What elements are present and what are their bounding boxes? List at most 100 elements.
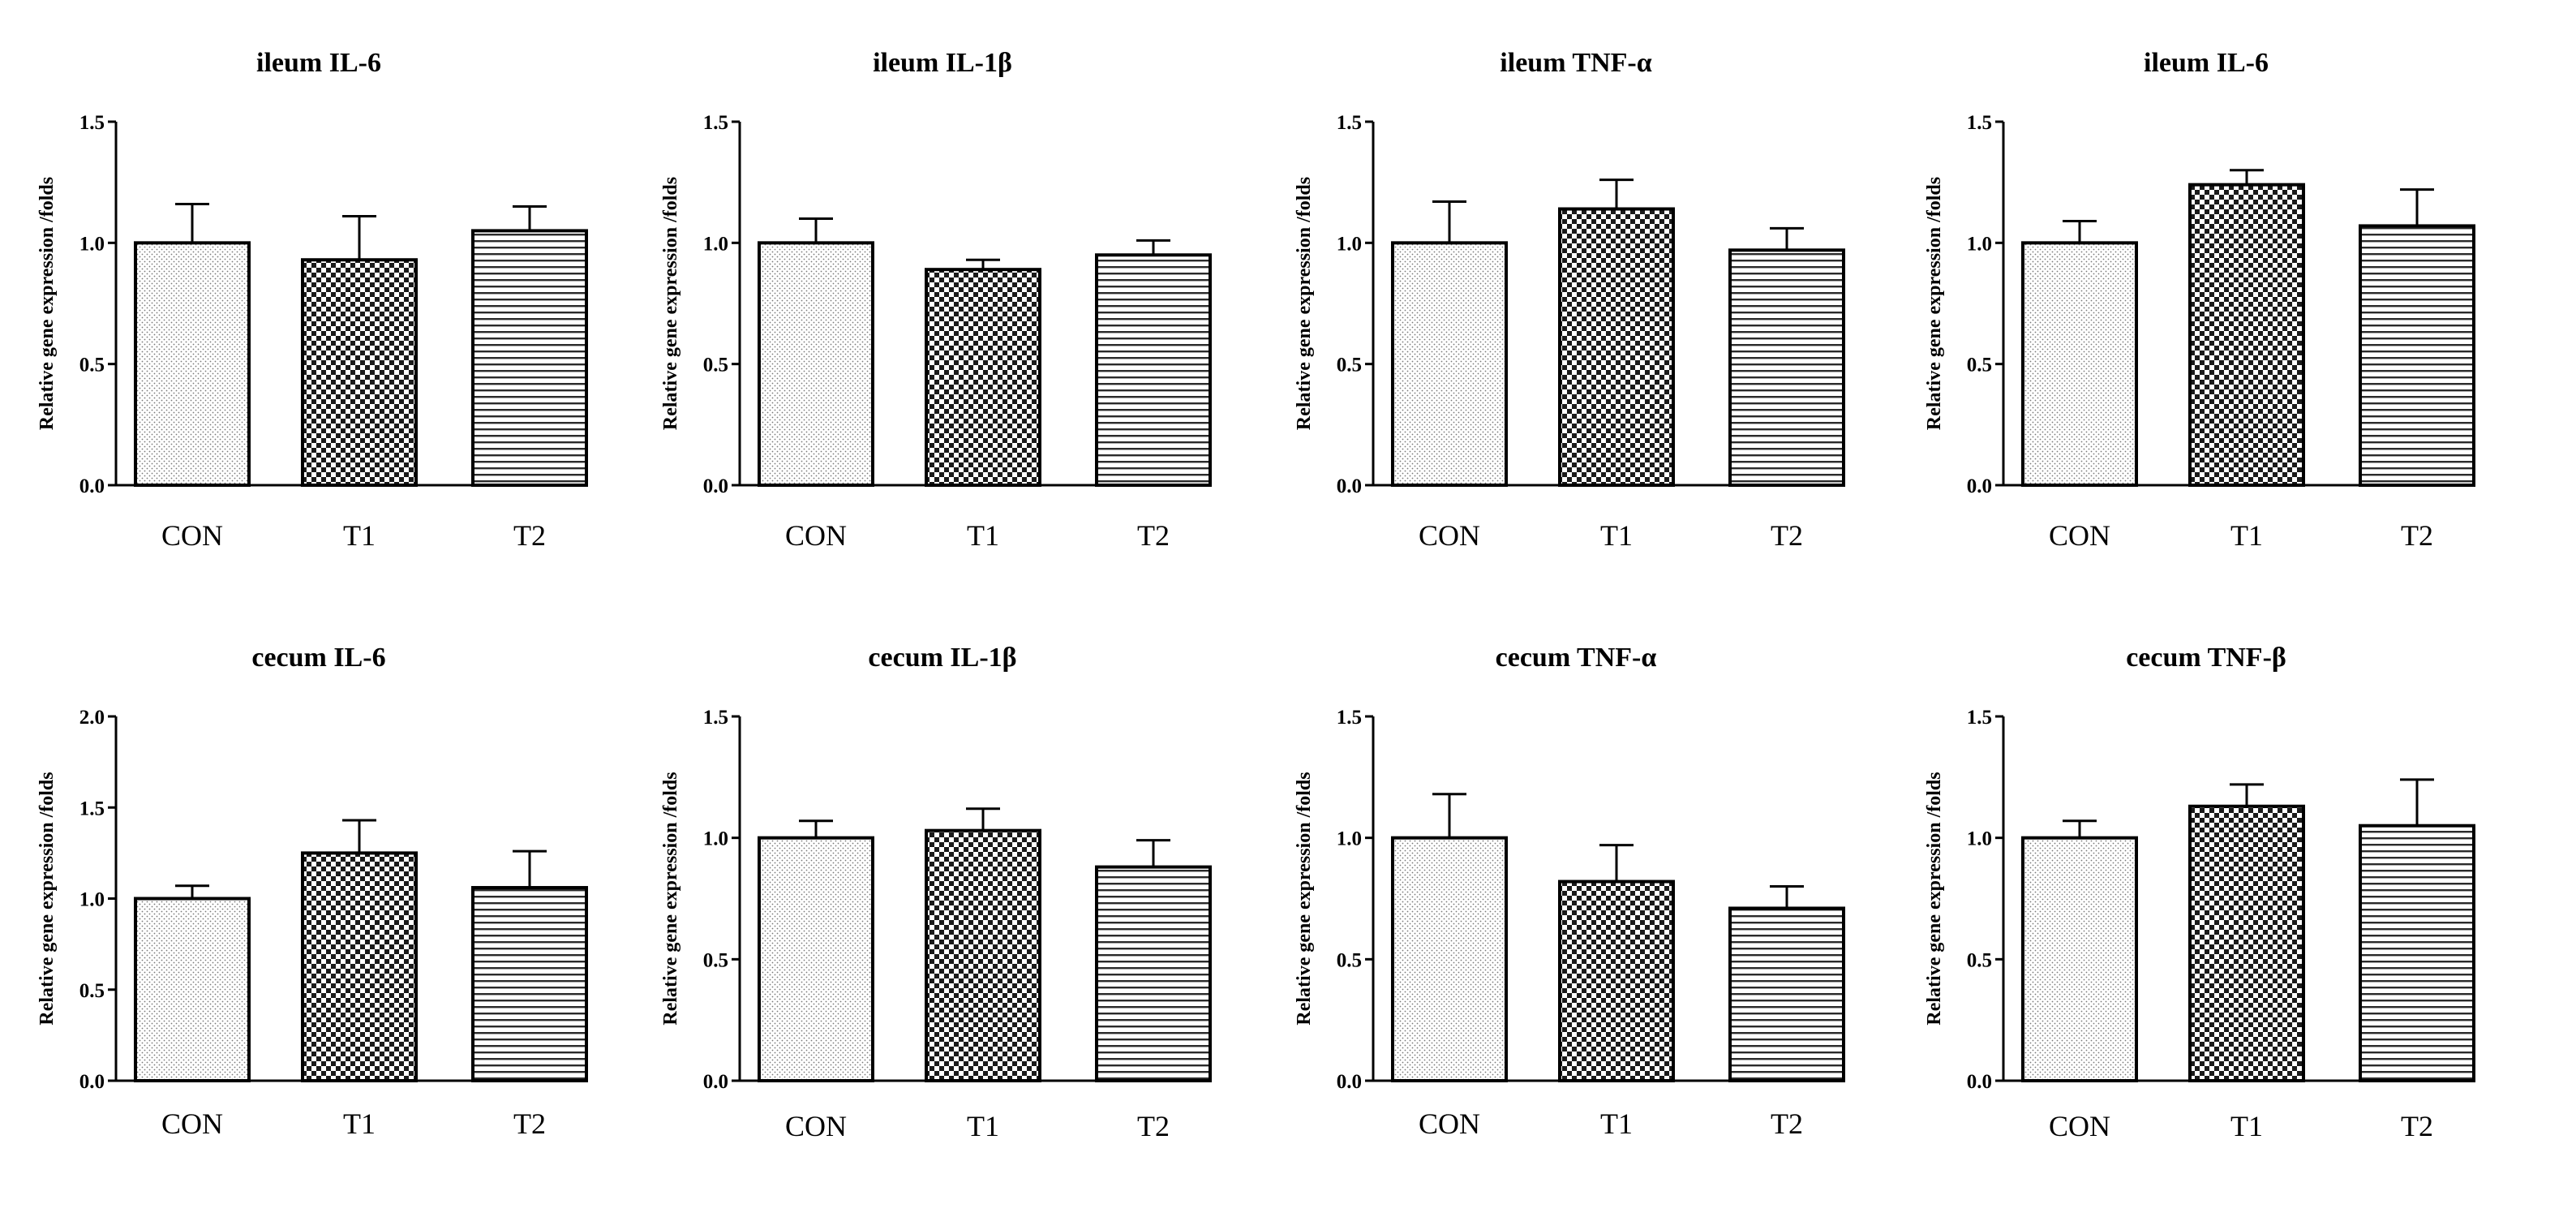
y-tick-label: 1.5 <box>703 707 728 729</box>
x-category-label: T2 <box>1137 1110 1170 1142</box>
bar-con <box>2021 241 2138 487</box>
bar-t1 <box>925 828 1041 1082</box>
chart-title: ileum IL-1β <box>873 48 1012 78</box>
bar-t2 <box>471 886 588 1083</box>
x-category-label: T1 <box>967 1110 999 1142</box>
x-category-label: T1 <box>967 519 999 552</box>
y-tick-label: 0.0 <box>1967 475 1992 497</box>
chart-panel-1: ileum IL-6 Relative gene expression /fold… <box>36 48 588 552</box>
y-tick-label: 2.0 <box>79 707 105 729</box>
y-tick-label: 0.5 <box>1337 355 1362 376</box>
x-category-label: T1 <box>2230 1110 2263 1142</box>
bar-t1 <box>301 851 418 1082</box>
bar-con <box>134 897 251 1082</box>
x-category-label: T2 <box>1771 1107 1803 1140</box>
y-tick-label: 1.0 <box>703 233 728 255</box>
x-category-label: T2 <box>2401 519 2433 552</box>
bar-t2 <box>1728 248 1845 487</box>
y-tick-label: 1.0 <box>79 889 105 911</box>
y-axis-label: Relative gene expression /folds <box>1924 177 1945 430</box>
bar-t2 <box>1095 865 1212 1082</box>
x-category-label: T1 <box>2230 519 2263 552</box>
x-category-label: T1 <box>343 1107 376 1140</box>
chart-title: ileum TNF-α <box>1500 48 1651 78</box>
bar-t1 <box>925 268 1041 487</box>
bar-t1 <box>2188 183 2305 488</box>
bar-t2 <box>1728 906 1845 1083</box>
y-axis-label: Relative gene expression /folds <box>36 772 58 1025</box>
x-category-label: CON <box>161 1107 223 1140</box>
bar-con <box>2021 836 2138 1082</box>
bar-t1 <box>1558 207 1675 487</box>
x-category-label: CON <box>1419 519 1480 552</box>
x-category-label: CON <box>785 1110 847 1142</box>
chart-panel-5: cecum IL-6 Relative gene expression /fold… <box>36 643 588 1140</box>
y-tick-label: 1.5 <box>703 112 728 134</box>
y-tick-label: 0.5 <box>79 980 105 1002</box>
y-tick-label: 0.5 <box>1967 949 1992 971</box>
chart-title: cecum IL-1β <box>868 643 1016 673</box>
y-axis-label: Relative gene expression /folds <box>1294 177 1315 430</box>
x-category-label: CON <box>2049 519 2110 552</box>
y-tick-label: 0.0 <box>703 1071 728 1093</box>
y-tick-label: 1.0 <box>1337 233 1362 255</box>
y-tick-label: 1.5 <box>1967 707 1992 729</box>
bar-t1 <box>2188 804 2305 1083</box>
y-tick-label: 0.5 <box>703 949 728 971</box>
bar-con <box>758 241 874 487</box>
chart-panel-8: cecum TNF-β Relative gene expression /fol… <box>1924 643 2475 1142</box>
chart-panel-2: ileum IL-1β Relative gene expression /fol… <box>660 48 1212 552</box>
bar-con <box>758 836 874 1082</box>
x-category-label: T1 <box>1600 519 1633 552</box>
y-tick-label: 1.5 <box>79 112 105 134</box>
y-tick-label: 1.0 <box>703 828 728 850</box>
y-tick-label: 0.0 <box>1337 475 1362 497</box>
x-category-label: T2 <box>1771 519 1803 552</box>
y-tick-label: 0.5 <box>79 355 105 376</box>
y-axis-label: Relative gene expression /folds <box>1294 772 1315 1025</box>
y-tick-label: 1.5 <box>1967 112 1992 134</box>
bar-t2 <box>1095 253 1212 487</box>
y-axis-label: Relative gene expression /folds <box>660 177 681 430</box>
y-tick-label: 0.0 <box>1337 1071 1362 1093</box>
y-tick-label: 1.5 <box>1337 112 1362 134</box>
chart-title: cecum TNF-α <box>1496 643 1657 673</box>
y-tick-label: 1.0 <box>1337 828 1362 850</box>
y-tick-label: 0.0 <box>703 475 728 497</box>
bar-t2 <box>471 229 588 487</box>
y-tick-label: 0.5 <box>703 355 728 376</box>
y-tick-label: 0.0 <box>79 1071 105 1093</box>
y-tick-label: 1.5 <box>1337 707 1362 729</box>
x-category-label: T1 <box>343 519 376 552</box>
y-tick-label: 0.5 <box>1967 355 1992 376</box>
chart-panel-6: cecum IL-1β Relative gene expression /fol… <box>660 643 1212 1142</box>
chart-title: cecum IL-6 <box>251 643 385 673</box>
y-tick-label: 1.0 <box>79 233 105 255</box>
x-category-label: CON <box>161 519 223 552</box>
chart-title: ileum IL-6 <box>2144 48 2269 78</box>
x-category-label: T1 <box>1600 1107 1633 1140</box>
bar-con <box>1391 836 1508 1082</box>
bar-con <box>134 241 251 487</box>
bar-con <box>1391 241 1508 487</box>
chart-panel-3: ileum TNF-α Relative gene expression /fol… <box>1294 48 1845 552</box>
bar-t2 <box>2359 824 2475 1082</box>
y-axis-label: Relative gene expression /folds <box>1924 772 1945 1025</box>
y-tick-label: 1.5 <box>79 798 105 819</box>
chart-panel-7: cecum TNF-α Relative gene expression /fol… <box>1294 643 1845 1140</box>
y-tick-label: 1.0 <box>1967 233 1992 255</box>
y-axis-label: Relative gene expression /folds <box>36 177 58 430</box>
x-category-label: T2 <box>1137 519 1170 552</box>
bar-t1 <box>1558 879 1675 1082</box>
x-category-label: T2 <box>513 519 546 552</box>
chart-title: ileum IL-6 <box>256 48 381 78</box>
y-tick-label: 0.0 <box>1967 1071 1992 1093</box>
y-tick-label: 1.0 <box>1967 828 1992 850</box>
chart-title: cecum TNF-β <box>2126 643 2286 673</box>
x-category-label: CON <box>2049 1110 2110 1142</box>
x-category-label: T2 <box>513 1107 546 1140</box>
x-category-label: CON <box>1419 1107 1480 1140</box>
chart-panel-4: ileum IL-6 Relative gene expression /fold… <box>1924 48 2475 552</box>
x-category-label: CON <box>785 519 847 552</box>
